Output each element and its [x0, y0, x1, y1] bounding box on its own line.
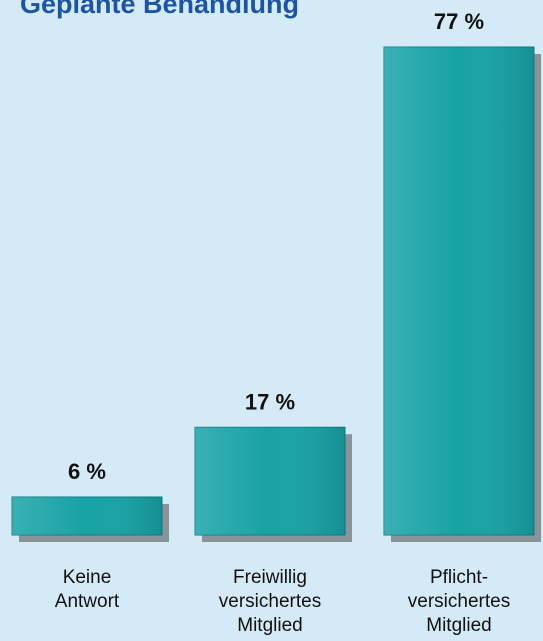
- x-tick-label: Keine: [63, 567, 112, 588]
- x-tick-label: Mitglied: [237, 615, 302, 636]
- x-tick-label: Freiwillig: [233, 567, 307, 588]
- x-tick-label: Pflicht-: [430, 567, 488, 588]
- value-label: 17 %: [245, 389, 295, 414]
- x-tick-label: Mitglied: [426, 615, 491, 636]
- x-tick-label: versichertes: [408, 591, 510, 612]
- x-tick-label: Antwort: [55, 591, 120, 612]
- value-label: 77 %: [434, 9, 484, 34]
- bar-sheen: [195, 427, 345, 535]
- chart-title: Geplante Behandlung: [20, 0, 299, 19]
- x-tick-label: versichertes: [219, 591, 321, 612]
- bar-sheen: [12, 496, 162, 535]
- bar-sheen: [384, 47, 534, 535]
- value-label: 6 %: [68, 459, 106, 484]
